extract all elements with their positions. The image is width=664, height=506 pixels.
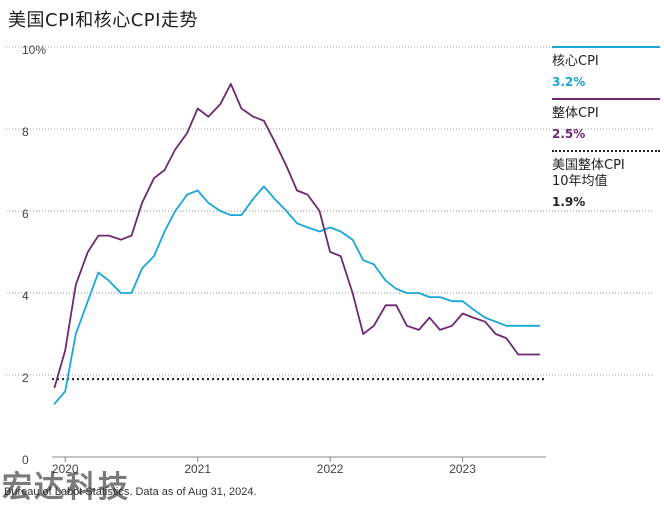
legend-value-core-cpi: 3.2%	[552, 75, 586, 89]
y-tick-label: 4	[22, 289, 29, 303]
x-tick-label: 2022	[317, 462, 344, 476]
x-tick-label: 2021	[184, 462, 211, 476]
watermark-logo-text: 宏达科技	[2, 470, 130, 505]
legend-item-core-cpi: 核心CPI 3.2%	[552, 40, 660, 90]
series-line-headline-cpi	[53, 83, 541, 389]
legend-value-headline-cpi: 2.5%	[552, 127, 586, 141]
series-line-core-cpi	[53, 185, 541, 405]
y-tick-label: 2	[22, 371, 29, 385]
legend-swatch-10yr-average	[552, 150, 660, 152]
legend-swatch-headline-cpi	[552, 98, 660, 100]
source-note: Bureau of Labot Statistics. Data as of A…	[4, 486, 257, 498]
legend-swatch-core-cpi	[552, 46, 660, 48]
legend-label-headline-cpi: 整体CPI	[552, 106, 599, 121]
legend-item-headline-cpi: 整体CPI 2.5%	[552, 92, 660, 142]
y-tick-label: 10%	[22, 43, 46, 57]
y-tick-label: 8	[22, 125, 29, 139]
chart-title: 美国CPI和核心CPI走势	[8, 10, 198, 31]
legend-value-10yr-average: 1.9%	[552, 195, 586, 209]
x-tick-label: 2020	[52, 462, 79, 476]
x-tick-label: 2023	[449, 462, 476, 476]
legend-label-10yr-average: 美国整体CPI 10年均值	[552, 158, 625, 189]
legend-item-10yr-average: 美国整体CPI 10年均值 1.9%	[552, 144, 660, 210]
y-tick-label: 0	[22, 453, 29, 467]
legend-label-core-cpi: 核心CPI	[552, 54, 599, 69]
legend: 核心CPI 3.2% 整体CPI 2.5% 美国整体CPI 10年均值 1.9%	[552, 40, 660, 210]
y-tick-label: 6	[22, 207, 29, 221]
